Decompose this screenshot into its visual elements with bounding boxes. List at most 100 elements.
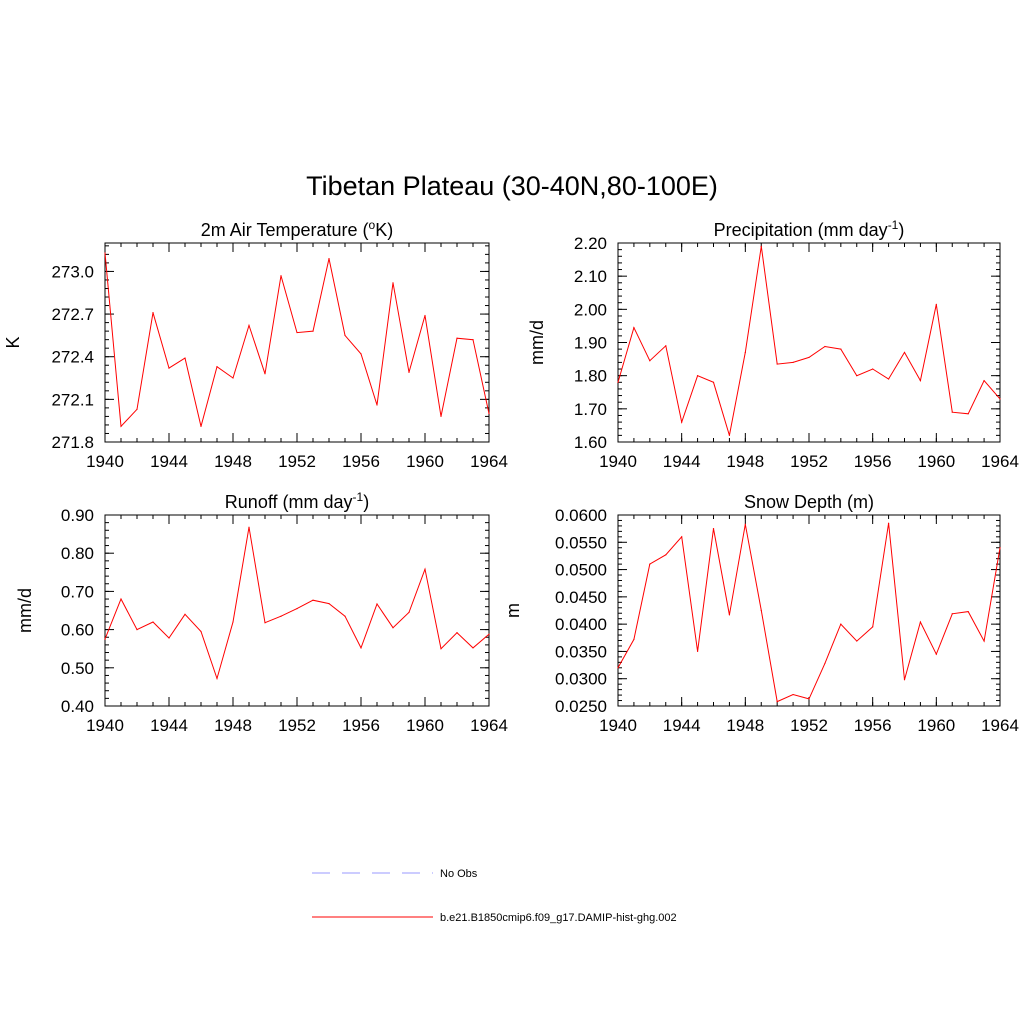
x-tick-label: 1948 <box>726 716 764 735</box>
data-point <box>903 351 906 354</box>
data-point <box>280 275 282 277</box>
legend: No Obs b.e21.B1850cmip6.f09_g17.DAMIP-his… <box>312 868 677 924</box>
panel-title-main: Runoff (mm day <box>225 492 353 512</box>
data-point <box>681 536 683 538</box>
data-point <box>649 360 651 362</box>
x-tick-label: 1944 <box>663 452 701 471</box>
data-point <box>328 603 330 605</box>
data-point <box>665 554 667 556</box>
data-point <box>296 331 298 334</box>
plot-frame <box>104 242 490 443</box>
data-point <box>184 613 186 615</box>
data-point <box>617 667 619 669</box>
data-point <box>792 361 794 363</box>
y-tick-label: 0.0350 <box>555 642 607 661</box>
panel-2: 1940 1944 1948 1952 1956 1960 1964 1.60 1.70 1.80… <box>527 218 1019 471</box>
y-tick-label: 0.0500 <box>555 561 607 580</box>
panel-title: Precipitation (mm day-1) <box>714 218 905 240</box>
data-point <box>248 526 250 528</box>
data-point <box>440 415 442 418</box>
data-point <box>408 611 410 614</box>
y-tick-label: 0.50 <box>61 659 94 678</box>
data-point <box>232 621 234 623</box>
data-point <box>999 398 1001 400</box>
panel-title: Runoff (mm day-1) <box>225 490 369 512</box>
data-point <box>872 626 874 628</box>
data-point <box>856 640 858 642</box>
legend-label: b.e21.B1850cmip6.f09_g17.DAMIP-hist-ghg.… <box>440 912 677 924</box>
data-point <box>696 375 699 377</box>
data-point <box>264 622 266 624</box>
y-tick-label: 1.80 <box>574 367 607 386</box>
x-tick-label: 1952 <box>278 452 316 471</box>
x-tick-label: 1940 <box>86 716 124 735</box>
y-axis-label: K <box>3 336 23 348</box>
data-point <box>712 528 715 530</box>
data-point <box>120 598 122 600</box>
y-tick-label: 272.4 <box>51 348 94 367</box>
y-tick-label: 0.0300 <box>555 670 607 689</box>
panel-title-superscript: -1 <box>888 218 899 232</box>
x-tick-label: 1940 <box>599 452 637 471</box>
y-tick-label: 0.40 <box>61 697 94 716</box>
x-tick-label: 1956 <box>854 716 892 735</box>
x-tick-label: 1952 <box>790 452 828 471</box>
panel-title-superscript: -1 <box>353 490 364 504</box>
data-point <box>312 330 314 332</box>
data-point <box>824 662 826 665</box>
data-point <box>216 366 218 368</box>
data-point <box>488 412 490 415</box>
data-point <box>136 408 138 410</box>
plot-frame <box>104 514 490 707</box>
data-point <box>360 647 362 649</box>
data-point <box>488 633 490 635</box>
data-point <box>264 373 266 375</box>
x-tick-label: 1944 <box>663 716 701 735</box>
panel-title-tail: ) <box>363 492 369 512</box>
data-point <box>617 381 619 383</box>
data-point <box>120 425 122 427</box>
data-point <box>760 609 762 612</box>
panel-title-superscript: o <box>369 218 376 232</box>
data-point <box>808 698 810 700</box>
figure-title: Tibetan Plateau (30-40N,80-100E) <box>306 171 718 201</box>
data-point <box>919 380 922 382</box>
panel-title-main: Precipitation (mm day <box>714 220 888 240</box>
panel-title-tail: K) <box>375 220 393 240</box>
data-point <box>983 380 985 382</box>
x-tick-label: 1964 <box>470 716 508 735</box>
data-point <box>392 282 394 284</box>
data-point <box>935 653 937 655</box>
data-point <box>887 522 890 524</box>
data-point <box>744 351 746 354</box>
y-tick-label: 0.0550 <box>555 533 607 552</box>
x-tick-label: 1944 <box>150 716 188 735</box>
data-point <box>360 353 362 355</box>
data-point <box>152 621 154 623</box>
x-tick-label: 1960 <box>406 716 444 735</box>
x-tick-label: 1960 <box>406 452 444 471</box>
data-point <box>872 368 874 370</box>
x-tick-label: 1956 <box>854 452 892 471</box>
data-point <box>951 411 953 413</box>
data-point <box>184 357 186 359</box>
panel-title-main: 2m Air Temperature ( <box>201 220 369 240</box>
y-tick-label: 271.8 <box>51 433 94 452</box>
data-point <box>440 648 442 650</box>
legend-label: No Obs <box>440 868 478 880</box>
x-tick-label: 1948 <box>214 716 252 735</box>
data-point <box>200 630 202 633</box>
data-point <box>967 610 969 613</box>
series-line <box>104 252 490 428</box>
y-tick-label: 1.90 <box>574 334 607 353</box>
data-point <box>665 345 667 347</box>
data-point <box>728 614 731 616</box>
y-tick-label: 1.60 <box>574 433 607 452</box>
series-line <box>617 523 1001 703</box>
y-tick-label: 0.0450 <box>555 588 607 607</box>
data-point <box>856 375 858 377</box>
x-tick-label: 1956 <box>342 452 380 471</box>
panels: 1940 1944 1948 1952 1956 1960 1964 271.8 272.1 27… <box>3 218 1019 735</box>
data-point <box>344 334 346 336</box>
data-point <box>633 326 635 329</box>
